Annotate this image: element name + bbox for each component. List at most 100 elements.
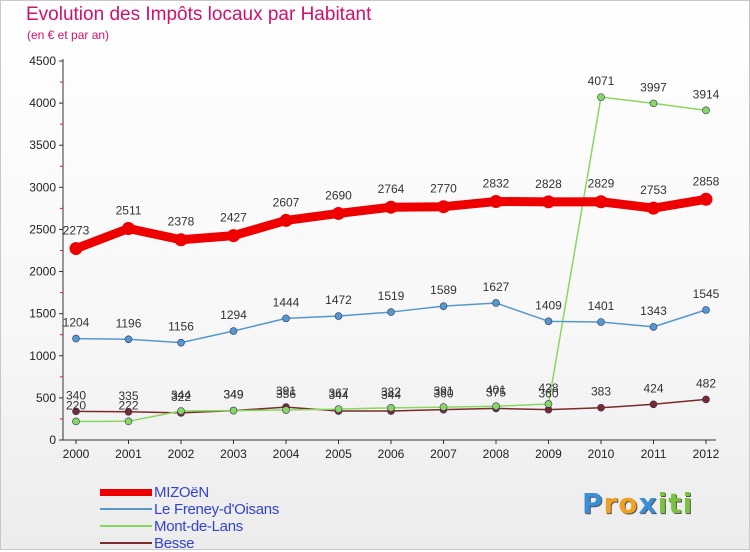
data-point <box>649 400 658 409</box>
data-point <box>72 334 80 343</box>
data-point <box>177 407 185 415</box>
data-label: 1343 <box>640 304 667 318</box>
chart-subtitle: (en € et par an) <box>27 28 110 42</box>
data-point <box>489 194 503 208</box>
x-tick-label: 2000 <box>63 447 90 461</box>
data-point <box>387 308 395 316</box>
data-point <box>177 338 185 347</box>
data-point <box>122 222 135 236</box>
data-label: 2511 <box>116 204 142 218</box>
logo-letter: P <box>582 487 604 520</box>
proxiti-logo: Proxiti <box>582 487 693 520</box>
y-tick-label: 0 <box>49 433 56 447</box>
data-label: 2829 <box>588 177 615 191</box>
data-label: 1444 <box>273 295 300 309</box>
data-label: 335 <box>118 389 138 403</box>
legend-swatch <box>100 488 152 496</box>
y-tick-label: 1000 <box>29 349 56 363</box>
x-tick-label: 2010 <box>588 447 615 461</box>
data-label: 1589 <box>430 283 457 297</box>
data-label: 360 <box>433 387 453 401</box>
data-label: 2828 <box>535 177 562 191</box>
data-point <box>387 404 395 412</box>
x-tick-label: 2007 <box>430 447 457 461</box>
data-point <box>597 403 605 412</box>
data-point <box>279 213 293 227</box>
logo-letter: i <box>682 487 694 520</box>
data-label: 340 <box>66 388 86 402</box>
logo-letter: t <box>668 487 683 520</box>
y-tick-label: 3500 <box>29 138 56 152</box>
x-tick-label: 2004 <box>273 447 300 461</box>
data-label: 2753 <box>640 183 667 197</box>
data-label: 1519 <box>378 289 405 303</box>
logo-letter: r <box>603 487 619 520</box>
logo-letter: o <box>618 487 639 520</box>
data-label: 1401 <box>588 299 615 313</box>
legend-label: Besse <box>154 535 195 552</box>
data-point <box>439 302 448 310</box>
data-point <box>124 335 133 344</box>
data-point <box>439 403 448 411</box>
x-tick-label: 2002 <box>168 447 195 461</box>
legend-swatch <box>100 525 152 527</box>
data-label: 367 <box>328 386 348 400</box>
data-label: 2273 <box>63 224 90 238</box>
data-label: 349 <box>223 388 243 402</box>
data-label: 424 <box>643 381 663 395</box>
data-label: 1409 <box>535 298 562 312</box>
x-tick-label: 2006 <box>378 447 405 461</box>
data-label: 382 <box>381 385 401 399</box>
data-point <box>174 233 188 247</box>
data-point <box>597 93 605 101</box>
data-label: 1204 <box>63 316 90 330</box>
data-point <box>72 417 80 426</box>
data-point <box>492 402 500 411</box>
x-tick-label: 2008 <box>483 447 510 461</box>
data-label: 1472 <box>325 293 352 307</box>
legend-label: MIZOëN <box>154 484 209 501</box>
data-label: 322 <box>171 390 191 404</box>
legend-swatch <box>100 542 152 544</box>
data-point <box>702 106 710 115</box>
data-label: 220 <box>66 398 86 412</box>
data-label: 1627 <box>483 280 510 294</box>
legend-swatch <box>100 508 152 510</box>
data-point <box>69 242 83 256</box>
data-point <box>282 314 290 323</box>
data-point <box>699 192 713 206</box>
data-point <box>542 195 555 209</box>
data-label: 222 <box>118 398 138 412</box>
x-tick-label: 2001 <box>115 447 142 461</box>
y-tick-label: 4500 <box>29 54 56 68</box>
data-point <box>437 200 450 214</box>
data-label: 375 <box>486 385 506 399</box>
data-point <box>227 229 240 243</box>
x-tick-label: 2003 <box>220 447 247 461</box>
data-label: 344 <box>381 388 401 402</box>
data-label: 391 <box>433 384 453 398</box>
data-point <box>282 406 290 414</box>
y-tick-label: 2000 <box>29 265 56 279</box>
data-label: 401 <box>486 383 506 397</box>
logo-letter: i <box>657 487 669 520</box>
data-label: 2427 <box>220 211 247 225</box>
data-label: 1156 <box>168 320 194 334</box>
data-point <box>649 99 658 108</box>
data-label: 3997 <box>640 80 667 94</box>
data-label: 2690 <box>325 188 352 202</box>
logo-letter: x <box>638 487 658 520</box>
y-tick-label: 3000 <box>29 180 56 194</box>
data-label: 2607 <box>273 195 300 209</box>
y-tick-label: 1500 <box>29 307 56 321</box>
data-label: 428 <box>538 381 558 395</box>
data-point <box>544 400 553 408</box>
data-label: 2764 <box>378 182 405 196</box>
legend-label: Mont-de-Lans <box>154 518 243 535</box>
y-tick-label: 500 <box>36 391 56 405</box>
data-label: 2832 <box>483 176 510 190</box>
data-point <box>702 306 710 314</box>
data-label: 383 <box>591 385 611 399</box>
